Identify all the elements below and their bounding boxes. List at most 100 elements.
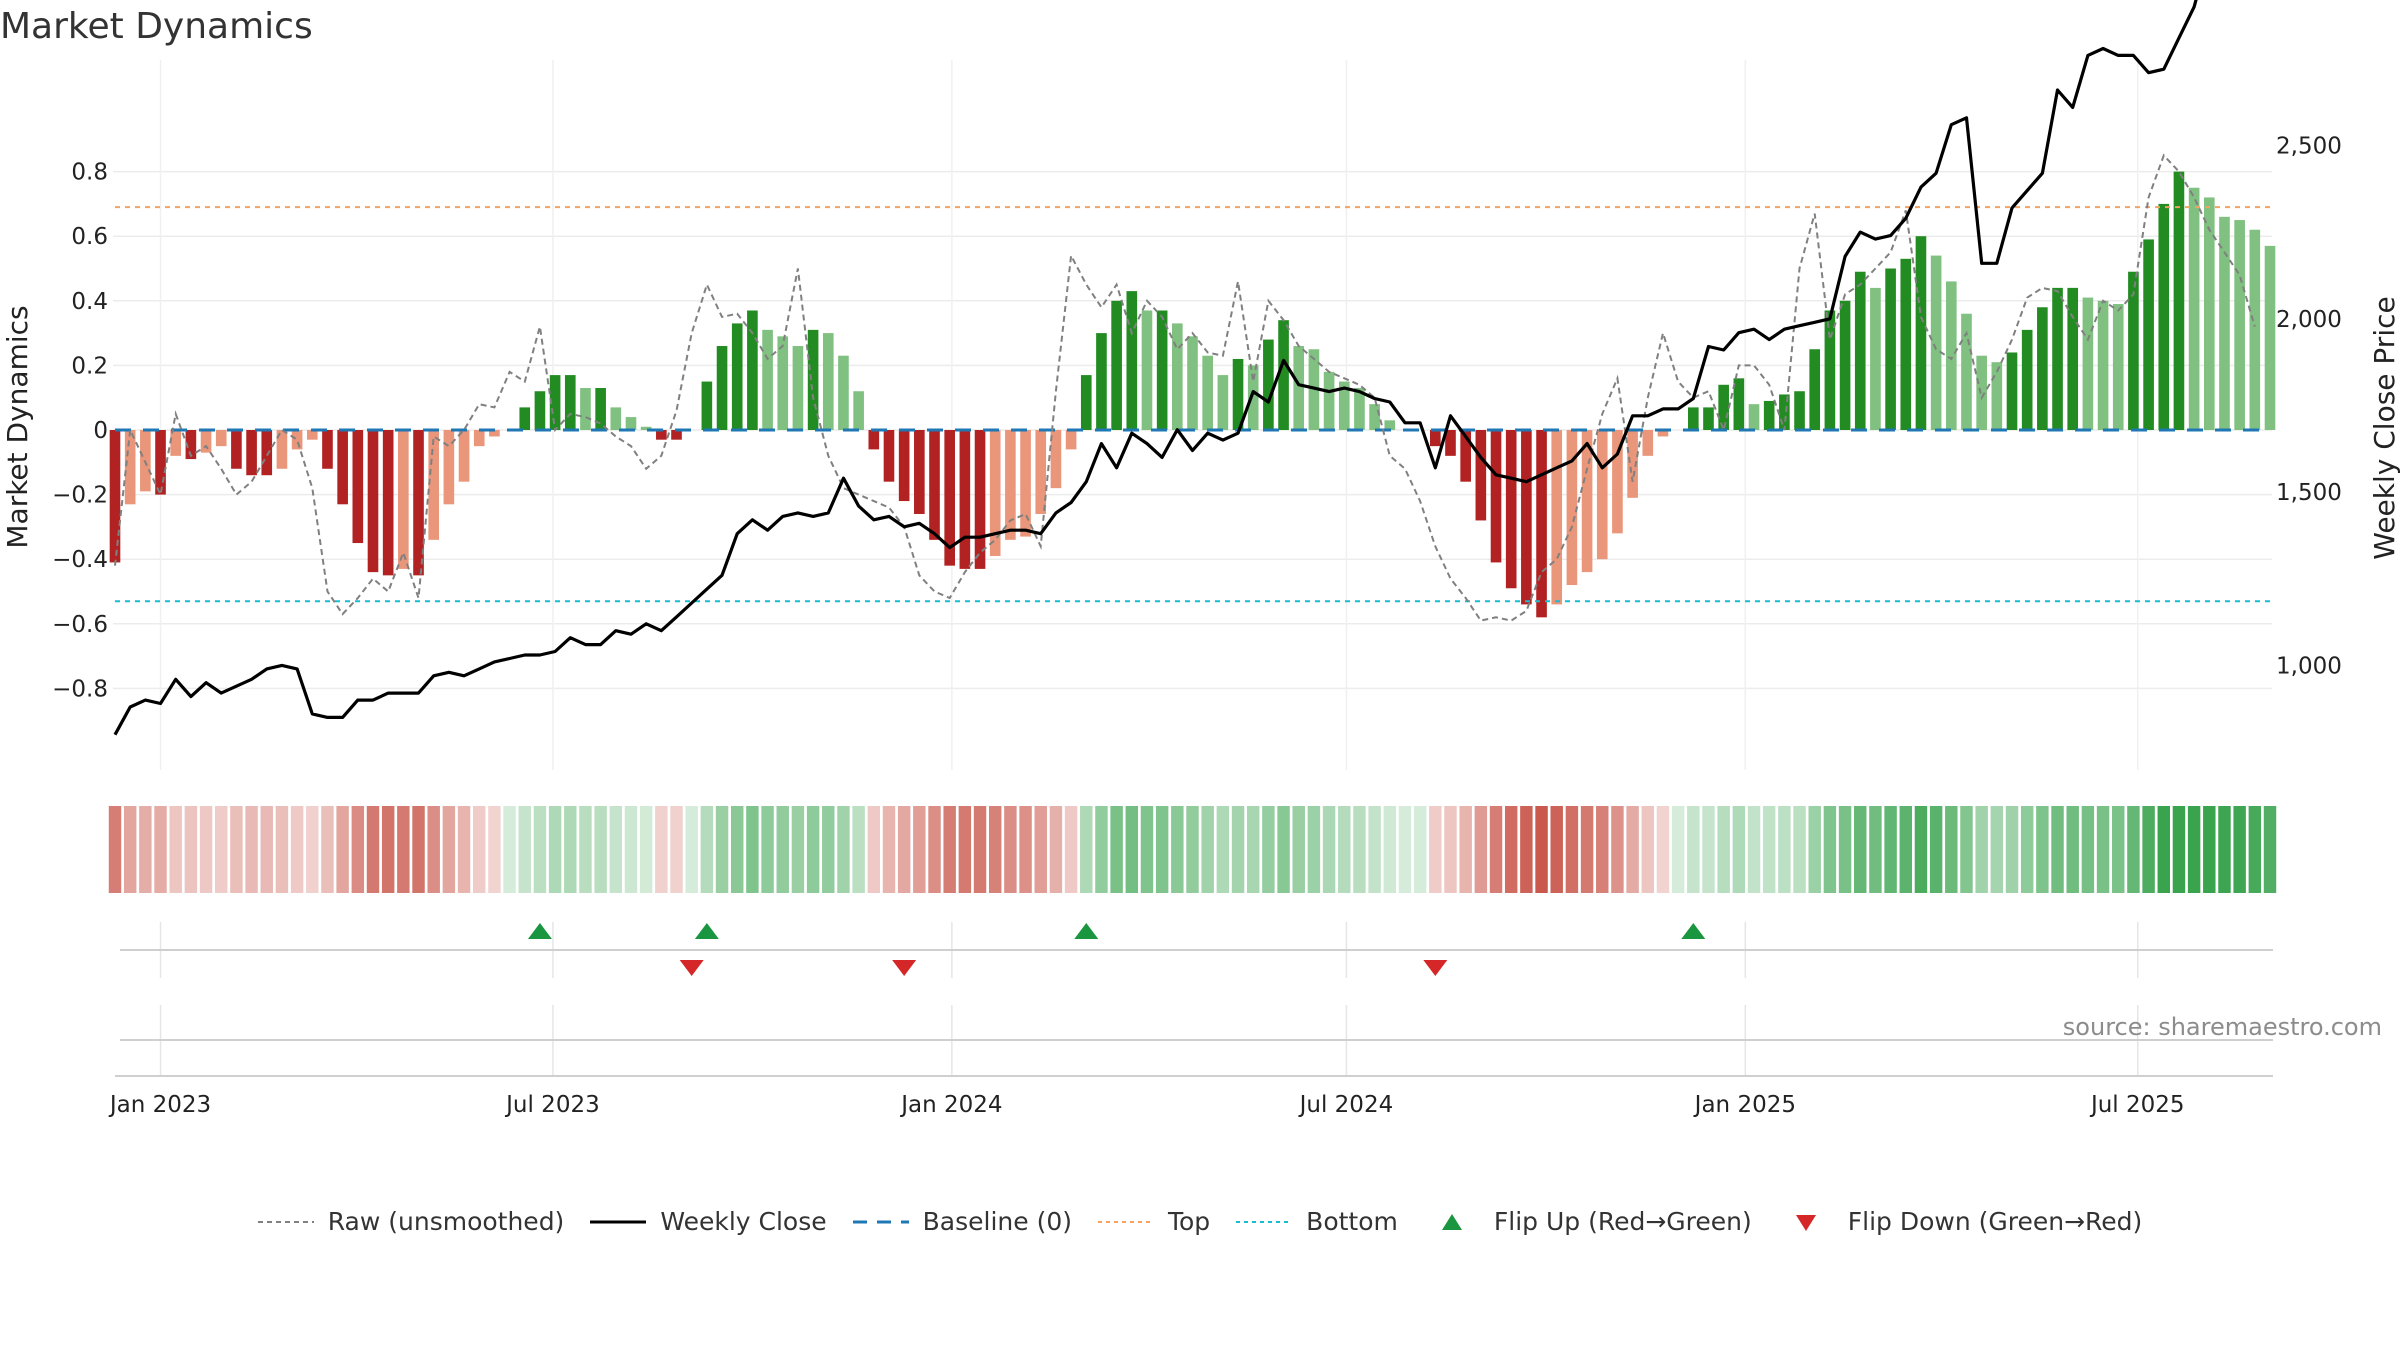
momentum-bar (352, 430, 364, 544)
legend-close-swatch (590, 1212, 647, 1232)
momentum-bar (549, 375, 561, 430)
momentum-bar (1566, 430, 1578, 586)
legend-bottom-label: Bottom (1306, 1207, 1398, 1236)
strip-cell (579, 806, 592, 893)
strip-cell (321, 806, 334, 893)
y2-axis-title: Weekly Close Price (2368, 296, 2400, 559)
momentum-bar (2158, 203, 2170, 430)
momentum-bar (124, 430, 136, 505)
legend-item-baseline: Baseline (0) (852, 1207, 1072, 1236)
strip-cell (1338, 806, 1351, 893)
strip-cell (533, 806, 547, 893)
y2-tick-label: 2,000 (2276, 307, 2342, 333)
legend-raw-label: Raw (unsmoothed) (327, 1207, 565, 1236)
momentum-bar (1581, 430, 1593, 573)
legend-baseline-label: Baseline (0) (922, 1207, 1072, 1236)
legend-item-raw: Raw (unsmoothed) (257, 1207, 565, 1236)
flip-markers-panel (115, 923, 2273, 1077)
momentum-bar (1354, 388, 1365, 430)
strip-cell (1080, 806, 1093, 893)
strip-cell (655, 806, 668, 893)
strip-cell (1747, 806, 1761, 893)
momentum-bar (868, 430, 880, 450)
strip-cell (1611, 806, 1624, 893)
legend-item-flip-up: Flip Up (Red→Green) (1424, 1207, 1752, 1236)
strip-cell (2172, 806, 2186, 893)
strip-cell (2127, 806, 2140, 893)
x-tick-label: Jan 2024 (899, 1092, 1002, 1118)
momentum-bar (534, 391, 546, 430)
strip-cell (639, 806, 653, 893)
momentum-bar (1794, 391, 1805, 430)
legend-item-close: Weekly Close (590, 1207, 827, 1236)
y-tick-label: 0.6 (71, 224, 108, 250)
strip-cell (457, 806, 471, 893)
momentum-bar (944, 430, 955, 566)
strip-cell (2020, 806, 2034, 893)
weekly-close-line (113, 0, 2198, 736)
momentum-bar (1111, 300, 1122, 430)
momentum-bar (1839, 300, 1851, 430)
momentum-bar (580, 388, 591, 430)
momentum-bar (1779, 394, 1790, 430)
flip-down-marker (679, 960, 704, 976)
flip-up-icon (1424, 1212, 1480, 1232)
strip-cell (594, 806, 607, 893)
strip-cell (1155, 806, 1169, 893)
strip-cell (882, 806, 896, 893)
flip-up-marker (694, 923, 719, 939)
momentum-bar (489, 430, 500, 437)
strip-cell (381, 806, 395, 893)
momentum-bar (200, 430, 212, 453)
flip-down-marker (1423, 960, 1448, 976)
momentum-bar (2037, 307, 2048, 430)
momentum-bar (838, 355, 849, 430)
y-tick-label: 0.8 (71, 160, 108, 186)
chart-lines (113, 0, 2270, 736)
chart-title: Market Dynamics (0, 6, 313, 47)
strip-cell (2142, 806, 2155, 893)
strip-cell (2051, 806, 2064, 893)
momentum-bar (2128, 271, 2139, 430)
momentum-bar (914, 430, 925, 514)
strip-cell (518, 806, 531, 893)
strip-cell (1838, 806, 1852, 893)
momentum-bar (428, 430, 440, 540)
strip-cell (1019, 806, 1032, 893)
momentum-bar (1035, 430, 1047, 514)
strip-cell (1520, 806, 1533, 893)
momentum-bar (382, 430, 394, 576)
strip-cell (1034, 806, 1047, 893)
strip-cell (1383, 806, 1397, 893)
flip-up-marker (1074, 923, 1099, 939)
strip-cell (1960, 806, 1973, 893)
momentum-bar (989, 430, 1001, 556)
momentum-bar (883, 430, 895, 482)
strip-cell (1975, 806, 1988, 893)
momentum-bar (2219, 216, 2230, 430)
strip-cell (215, 806, 228, 893)
strip-cell (1823, 806, 1837, 893)
strip-cell (1884, 806, 1897, 893)
momentum-bar (731, 323, 743, 430)
momentum-bar (1536, 430, 1547, 618)
strip-cell (1778, 806, 1791, 893)
strip-cell (943, 806, 956, 893)
strip-cell (139, 806, 152, 893)
grid-lines (113, 60, 2272, 1076)
strip-cell (108, 806, 122, 893)
momentum-bar (1945, 281, 1957, 430)
momentum-bar (2112, 304, 2124, 430)
y-tick-label: 0.2 (71, 353, 108, 379)
momentum-bar (822, 333, 834, 430)
momentum-bar (610, 407, 622, 430)
strip-cell (1656, 806, 1670, 893)
strip-cell (913, 806, 926, 893)
strip-cell (1398, 806, 1412, 893)
strip-cell (1307, 806, 1321, 893)
strip-cell (366, 806, 380, 893)
regime-strip (108, 806, 2277, 893)
momentum-bar (1748, 404, 1760, 430)
strip-cell (1808, 806, 1821, 893)
